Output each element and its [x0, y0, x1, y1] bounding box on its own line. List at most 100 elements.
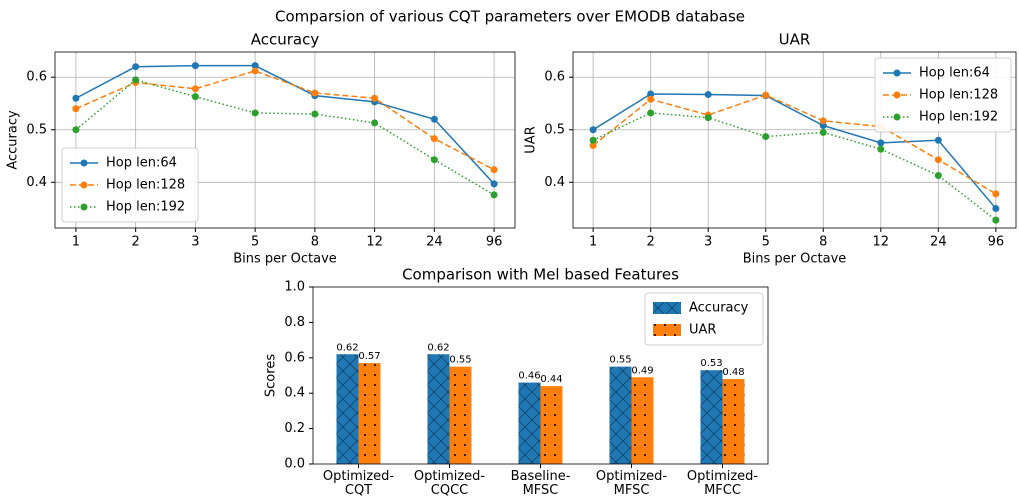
y-axis-label: UAR	[524, 126, 539, 153]
point	[704, 91, 712, 99]
y-tick-label: 0.6	[544, 70, 565, 85]
x-tick-label: 12	[873, 235, 890, 250]
x-tick-label: 2	[132, 235, 140, 250]
point	[589, 136, 597, 144]
point	[311, 110, 319, 118]
legend-marker	[80, 159, 88, 167]
x-tick-label: 24	[426, 235, 443, 250]
point	[251, 62, 259, 70]
point	[589, 126, 597, 134]
series-line	[592, 94, 997, 195]
x-tick-label: Baseline- MFSC	[510, 469, 571, 498]
point	[934, 136, 942, 144]
data-label: 0.55	[449, 355, 471, 366]
data-label: 0.55	[609, 355, 631, 366]
legend-marker	[893, 69, 901, 77]
point	[191, 62, 199, 70]
point	[877, 145, 885, 153]
x-tick-label: 1	[589, 235, 597, 250]
x-tick-label: 8	[819, 235, 827, 250]
point	[430, 135, 438, 143]
bar-hatch	[722, 379, 745, 464]
point	[877, 139, 885, 147]
y-tick-label: 0.0	[284, 457, 305, 472]
point	[132, 76, 140, 84]
point	[371, 119, 379, 127]
x-tick-label: 3	[704, 235, 712, 250]
point	[132, 63, 140, 71]
x-tick-label: Optimized- CQT	[322, 469, 395, 498]
point	[992, 216, 1000, 224]
data-label: 0.62	[427, 342, 449, 353]
data-label: 0.53	[700, 358, 722, 369]
chart-title: Comparison with Mel based Features	[402, 266, 679, 284]
point	[72, 105, 80, 113]
chart-title: Accuracy	[251, 31, 320, 49]
point	[430, 156, 438, 164]
point	[819, 128, 827, 136]
series-line	[75, 70, 495, 171]
legend-label: Hop len:192	[106, 200, 185, 215]
x-axis-label: Bins per Octave	[743, 252, 847, 267]
data-label: 0.49	[631, 365, 653, 376]
legend-label: Hop len:64	[106, 156, 177, 171]
x-tick-label: 1	[72, 235, 80, 250]
point	[430, 115, 438, 123]
x-tick-label: Optimized- MFCC	[686, 469, 759, 498]
point	[819, 117, 827, 125]
x-tick-label: 5	[251, 235, 259, 250]
y-tick-label: 0.4	[26, 175, 47, 190]
point	[647, 95, 655, 103]
x-tick-label: 8	[311, 235, 319, 250]
x-tick-label: 96	[988, 235, 1005, 250]
x-tick-label: Optimized- CQCC	[413, 469, 486, 498]
x-tick-label: 2	[647, 235, 655, 250]
point	[647, 90, 655, 98]
legend-label: Accuracy	[689, 301, 749, 316]
bar-hatch	[518, 382, 541, 464]
point	[311, 89, 319, 97]
legend-label: Hop len:128	[106, 178, 185, 193]
bar-hatch	[540, 386, 563, 464]
point	[934, 171, 942, 179]
figure-title: Comparsion of various CQT parameters ove…	[275, 8, 745, 26]
bar-hatch	[700, 370, 723, 464]
bar-hatch	[609, 366, 632, 464]
bar-hatch	[358, 363, 381, 464]
point	[934, 156, 942, 164]
data-label: 0.44	[540, 374, 562, 385]
y-tick-label: 0.6	[26, 70, 47, 85]
legend-box	[61, 147, 199, 223]
point	[647, 109, 655, 117]
y-axis-label: Scores	[264, 354, 279, 397]
legend-box	[874, 57, 1012, 133]
y-axis-label: Accuracy	[6, 110, 21, 170]
x-tick-label: 3	[191, 235, 199, 250]
series-line	[75, 64, 495, 185]
point	[704, 114, 712, 122]
x-tick-label: 12	[366, 235, 383, 250]
series-line	[592, 112, 997, 221]
point	[992, 205, 1000, 213]
point	[490, 191, 498, 199]
y-tick-label: 1.0	[284, 280, 305, 295]
y-tick-label: 0.5	[26, 122, 47, 137]
point	[251, 67, 259, 75]
y-tick-label: 0.5	[544, 122, 565, 137]
legend-label: Hop len:64	[919, 66, 990, 81]
x-tick-label: 5	[762, 235, 770, 250]
legend-swatch-hatch	[653, 302, 681, 314]
x-tick-label: Optimized- MFSC	[595, 469, 668, 498]
point	[762, 91, 770, 99]
x-tick-label: 24	[930, 235, 947, 250]
legend-label: Hop len:128	[919, 88, 998, 103]
axes-frame	[572, 51, 1017, 229]
bar-hatch	[449, 366, 472, 464]
axes-frame	[54, 51, 516, 229]
chart-title: UAR	[779, 31, 811, 49]
point	[490, 166, 498, 174]
x-tick-label: 96	[486, 235, 503, 250]
point	[371, 94, 379, 102]
y-tick-label: 0.4	[284, 386, 305, 401]
